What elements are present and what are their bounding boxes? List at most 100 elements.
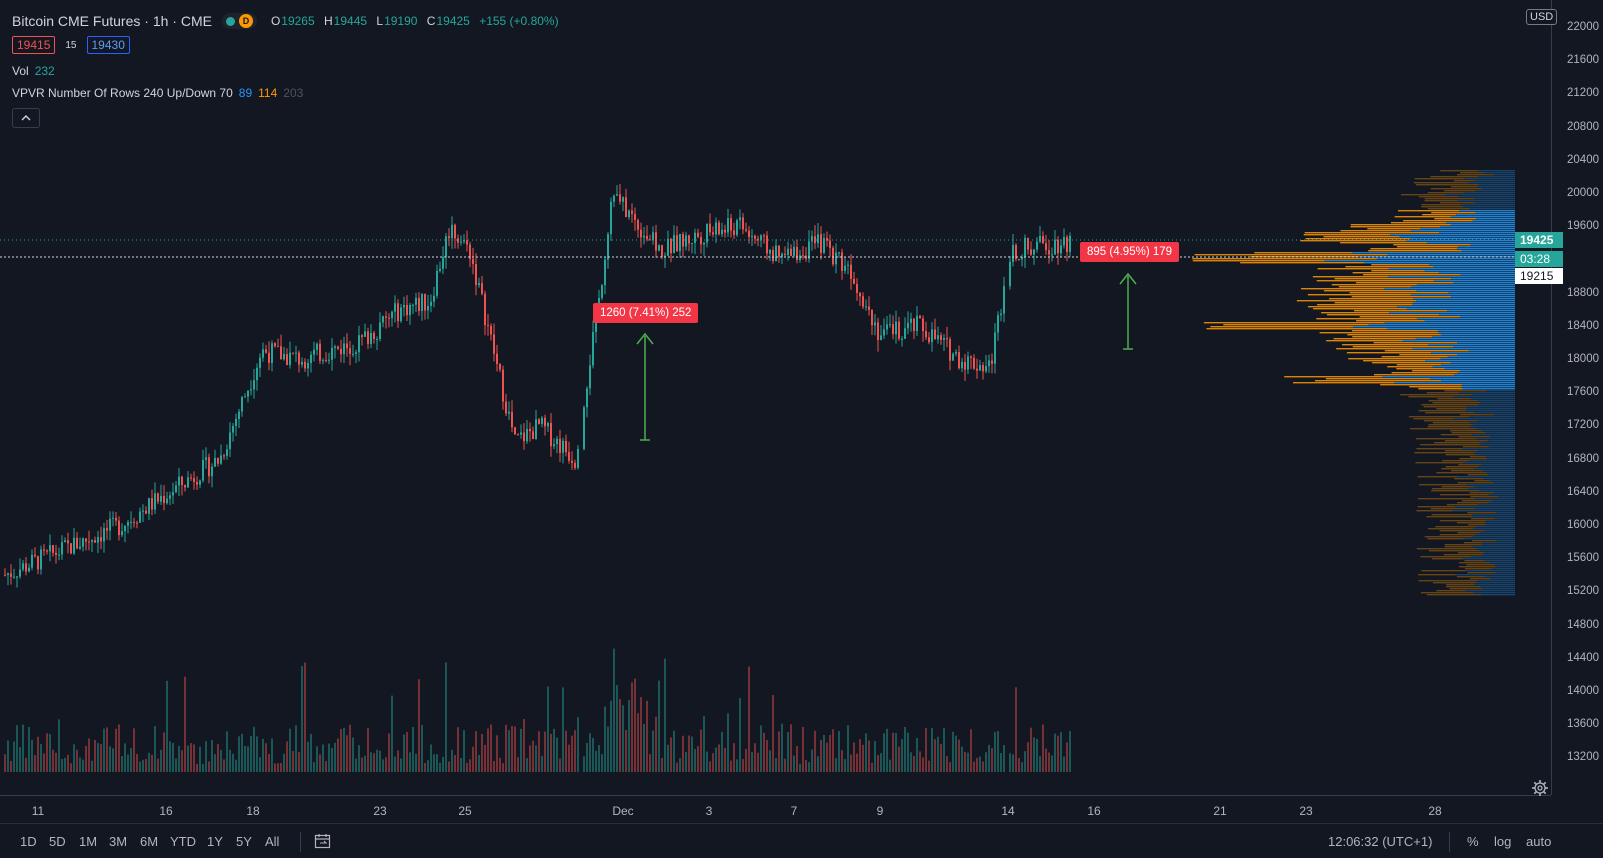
- timezone-clock[interactable]: 12:06:32 (UTC+1): [1328, 834, 1433, 849]
- candle-body: [109, 518, 111, 531]
- vpvr-down-bar: [1423, 420, 1478, 422]
- volume-bar: [199, 746, 201, 772]
- candle-body: [1069, 235, 1071, 253]
- vpvr-down-bar: [1439, 520, 1487, 522]
- volume-bar: [145, 758, 147, 772]
- chart-pane[interactable]: 1260 (7.41%) 252 895 (4.95%) 179 Bitcoin…: [0, 0, 1551, 795]
- vpvr-down-bar: [1349, 292, 1449, 294]
- vpvr-down-bar: [1432, 402, 1481, 404]
- vpvr-up-bar: [1486, 472, 1515, 474]
- vpvr-down-bar: [1192, 260, 1325, 262]
- candle-body: [268, 352, 270, 363]
- candle-body: [592, 331, 594, 366]
- vpvr-up-bar: [1472, 528, 1515, 530]
- vpvr-up-bar: [1485, 524, 1515, 526]
- range-1m-button[interactable]: 1M: [79, 834, 98, 849]
- candle-body: [175, 485, 177, 493]
- measurement-label-1[interactable]: 1260 (7.41%) 252: [593, 303, 699, 323]
- collapse-legend-button[interactable]: [12, 108, 40, 128]
- vpvr-up-bar: [1480, 586, 1515, 588]
- vpvr-up-bar: [1468, 182, 1515, 184]
- percent-scale-toggle[interactable]: %: [1467, 834, 1479, 849]
- vpvr-down-bar: [1342, 344, 1429, 346]
- candle-body: [205, 457, 207, 460]
- volume-bar: [73, 744, 75, 772]
- vpvr-down-bar: [1430, 508, 1476, 510]
- chart-settings-button[interactable]: [1531, 779, 1549, 797]
- volume-bar: [757, 752, 759, 772]
- candle-body: [55, 552, 57, 556]
- volume-bar: [166, 680, 168, 772]
- volume-bar: [481, 733, 483, 772]
- volume-indicator-label[interactable]: Vol: [12, 64, 29, 78]
- time-tick-label: 3: [705, 804, 713, 818]
- vpvr-down-bar: [1415, 438, 1477, 440]
- vpvr-up-bar: [1472, 514, 1515, 516]
- candle-body: [742, 217, 744, 230]
- volume-bar: [259, 757, 261, 772]
- candle-body: [871, 310, 873, 326]
- volume-bar: [862, 744, 864, 772]
- range-all-button[interactable]: All: [265, 834, 280, 849]
- volume-bar: [922, 757, 924, 772]
- market-status[interactable]: D: [221, 13, 257, 29]
- volume-bar: [130, 748, 132, 772]
- candle-body: [484, 293, 486, 326]
- candle-body: [901, 338, 903, 340]
- volume-bar: [994, 732, 996, 772]
- measurement-label-2[interactable]: 895 (4.95%) 179: [1080, 242, 1180, 262]
- candle-body: [970, 356, 972, 358]
- price-scale[interactable]: 22000 21600 21200 20800 20400 20000 19600 18800…: [1551, 0, 1603, 795]
- candle-body: [319, 343, 321, 362]
- price-tick-label: 20800: [1567, 120, 1599, 133]
- time-tick-label: 28: [1428, 804, 1442, 818]
- volume-bar: [304, 662, 306, 772]
- candle-body: [544, 417, 546, 427]
- vpvr-down-bar: [1194, 254, 1388, 256]
- volume-bar: [469, 759, 471, 772]
- candle-body: [919, 315, 921, 319]
- volume-bar: [169, 741, 171, 772]
- candle-body: [220, 455, 222, 464]
- volume-bar: [361, 757, 363, 772]
- range-6m-button[interactable]: 6M: [140, 834, 159, 849]
- range-3m-button[interactable]: 3M: [109, 834, 128, 849]
- volume-bar: [34, 755, 36, 772]
- candle-body: [7, 573, 9, 576]
- vpvr-up-bar: [1475, 508, 1515, 510]
- volume-bar: [277, 763, 279, 772]
- volume-bar: [364, 755, 366, 772]
- candle-body: [661, 245, 663, 258]
- vpvr-up-bar: [1457, 200, 1515, 202]
- candle-body: [634, 213, 636, 220]
- vpvr-up-bar: [1452, 510, 1515, 512]
- symbol-title[interactable]: Bitcoin CME Futures · 1h · CME: [12, 13, 212, 29]
- volume-bar: [484, 744, 486, 772]
- range-ytd-button[interactable]: YTD: [170, 834, 196, 849]
- log-scale-toggle[interactable]: log: [1494, 834, 1512, 849]
- volume-bar: [943, 728, 945, 772]
- currency-badge[interactable]: USD: [1526, 9, 1558, 25]
- volume-bar: [295, 725, 297, 772]
- vpvr-indicator-label[interactable]: VPVR Number Of Rows 240 Up/Down 70: [12, 86, 233, 100]
- range-1d-button[interactable]: 1D: [20, 834, 37, 849]
- range-1y-button[interactable]: 1Y: [207, 834, 223, 849]
- goto-date-button[interactable]: [314, 833, 332, 854]
- vpvr-up-bar: [1439, 232, 1515, 234]
- price-chart[interactable]: [0, 0, 1551, 795]
- volume-bar: [52, 749, 54, 772]
- vpvr-up-bar: [1479, 490, 1515, 492]
- volume-bar: [859, 739, 861, 772]
- candle-body: [262, 349, 264, 358]
- buy-button[interactable]: 19430: [86, 36, 130, 54]
- sell-button[interactable]: 19415: [12, 36, 56, 54]
- volume-bar: [181, 750, 183, 772]
- range-5d-button[interactable]: 5D: [49, 834, 66, 849]
- vpvr-down-bar: [1348, 358, 1441, 360]
- range-5y-button[interactable]: 5Y: [236, 834, 252, 849]
- time-scale[interactable]: 11 16 18 23 25 Dec 3 7 9 14 16 21 23 28: [0, 795, 1551, 823]
- auto-scale-toggle[interactable]: auto: [1526, 834, 1552, 849]
- candle-body: [292, 352, 294, 354]
- vpvr-down-bar: [1460, 172, 1484, 174]
- candle-body: [625, 197, 627, 218]
